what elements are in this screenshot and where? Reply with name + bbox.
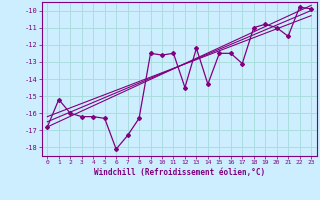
X-axis label: Windchill (Refroidissement éolien,°C): Windchill (Refroidissement éolien,°C) <box>94 168 265 177</box>
